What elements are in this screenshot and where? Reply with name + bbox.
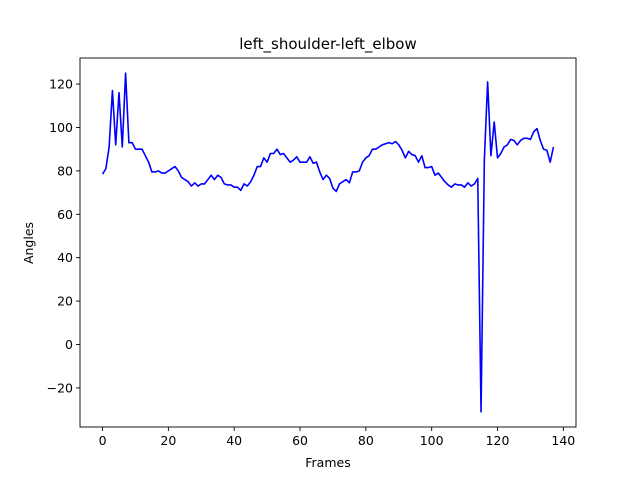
x-tick-label: 100 [420,433,444,448]
y-tick-label: 20 [57,294,73,309]
y-tick-label: −20 [47,380,73,395]
y-tick-label: 100 [49,120,73,135]
x-tick-label: 20 [160,433,176,448]
x-tick-label: 120 [486,433,510,448]
x-tick-label: 80 [358,433,374,448]
plot-area: 0 20 40 60 80 100 120 140 −20 0 20 40 60 80 100 120 [47,57,577,448]
x-tick-label: 60 [292,433,308,448]
y-tick-label: 40 [57,250,73,265]
x-tick-label: 0 [99,433,107,448]
x-tick-label: 40 [226,433,242,448]
y-axis-label: Angles [21,222,36,264]
y-tick-label: 60 [57,207,73,222]
x-tick-label: 140 [551,433,575,448]
y-tick-label: 0 [65,337,73,352]
plot-frame [79,57,577,428]
chart-title: left_shoulder-left_elbow [239,35,417,54]
y-tick-label: 80 [57,163,73,178]
series-line-0 [101,72,555,413]
y-tick-label: 120 [49,77,73,92]
x-axis-label: Frames [305,455,350,470]
